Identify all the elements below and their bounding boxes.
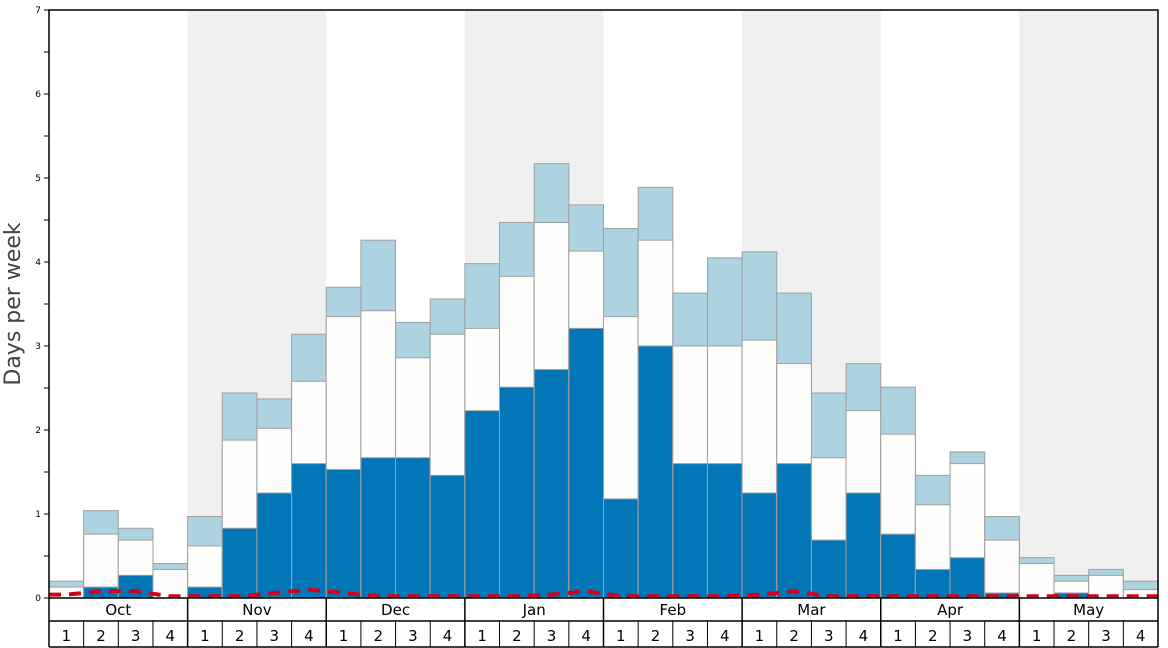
bar-lower	[880, 533, 916, 599]
month-label-dec: Dec	[381, 601, 410, 619]
bar-lower	[949, 557, 986, 599]
y-tick-label: 4	[35, 258, 41, 268]
month-label-mar: Mar	[797, 601, 826, 619]
bar-lower	[603, 498, 639, 599]
y-axis-label: Days per week	[1, 222, 26, 385]
week-label: 2	[789, 627, 799, 645]
week-label: 4	[166, 627, 176, 645]
week-label: 1	[755, 627, 765, 645]
bar-lower	[499, 386, 535, 599]
bar-lower	[117, 574, 154, 599]
bar-lower	[464, 410, 501, 599]
week-label: 4	[720, 627, 730, 645]
week-label: 3	[1101, 627, 1111, 645]
bar-lower	[221, 527, 258, 599]
week-label: 3	[547, 627, 557, 645]
week-label: 2	[235, 627, 245, 645]
x-axis: Oct 1 2 3 4 Nov 1 2 3 4 Dec 1 2 3 4 Jan 1 2 3 4 Feb 1 2 3 4 Mar 1 2…	[48, 598, 1159, 648]
week-label: 3	[963, 627, 973, 645]
week-label: 3	[131, 627, 141, 645]
bar-lower	[741, 492, 778, 599]
bar-lower	[256, 492, 293, 599]
week-label: 3	[269, 627, 279, 645]
plot-frame	[48, 9, 1159, 599]
y-tick-label: 7	[35, 6, 41, 16]
y-axis: 0 1 2 3 4 5 6 7	[35, 6, 49, 604]
week-label: 1	[477, 627, 487, 645]
week-label: 4	[1136, 627, 1146, 645]
week-label: 1	[893, 627, 903, 645]
y-tick-label: 6	[35, 90, 41, 100]
bar-lower	[325, 468, 362, 599]
bar-middle	[1018, 563, 1055, 599]
month-label-nov: Nov	[242, 601, 271, 619]
week-label: 2	[651, 627, 661, 645]
bar-lower	[568, 327, 604, 599]
week-label: 1	[616, 627, 626, 645]
y-tick-label: 2	[35, 426, 41, 436]
week-label: 4	[304, 627, 314, 645]
week-label: 4	[443, 627, 453, 645]
week-label: 4	[859, 627, 869, 645]
y-tick-label: 1	[35, 510, 41, 520]
bar-lower	[810, 539, 847, 599]
bar-lower	[914, 568, 951, 599]
bars	[48, 163, 1159, 599]
bar-lower	[533, 369, 570, 599]
month-label-apr: Apr	[937, 601, 964, 619]
week-label: 1	[339, 627, 349, 645]
y-tick-label: 0	[35, 594, 41, 604]
bar-lower	[395, 457, 431, 599]
week-label: 3	[685, 627, 695, 645]
week-label: 4	[581, 627, 591, 645]
month-shade-may	[1019, 10, 1158, 598]
bar-lower	[429, 474, 466, 599]
week-label: 2	[96, 627, 106, 645]
month-label-jan: Jan	[522, 601, 546, 619]
bar-lower	[637, 345, 674, 599]
week-label: 1	[62, 627, 72, 645]
bar-lower	[291, 463, 327, 599]
week-label: 3	[824, 627, 834, 645]
week-label: 1	[200, 627, 210, 645]
bar-lower	[776, 463, 812, 599]
week-label: 2	[1067, 627, 1077, 645]
bar-lower	[672, 463, 708, 599]
y-tick-label: 3	[35, 342, 41, 352]
bar-middle	[984, 539, 1020, 599]
week-label: 1	[1032, 627, 1042, 645]
bar-lower	[845, 492, 882, 599]
week-label: 2	[512, 627, 522, 645]
week-label: 3	[408, 627, 418, 645]
month-label-oct: Oct	[105, 601, 131, 619]
week-label: 4	[997, 627, 1007, 645]
month-label-may: May	[1073, 601, 1104, 619]
bar-lower	[706, 463, 743, 599]
y-tick-label: 5	[35, 174, 41, 184]
week-label: 2	[373, 627, 383, 645]
week-label: 2	[928, 627, 938, 645]
bar-lower	[360, 457, 397, 599]
month-label-feb: Feb	[660, 601, 687, 619]
